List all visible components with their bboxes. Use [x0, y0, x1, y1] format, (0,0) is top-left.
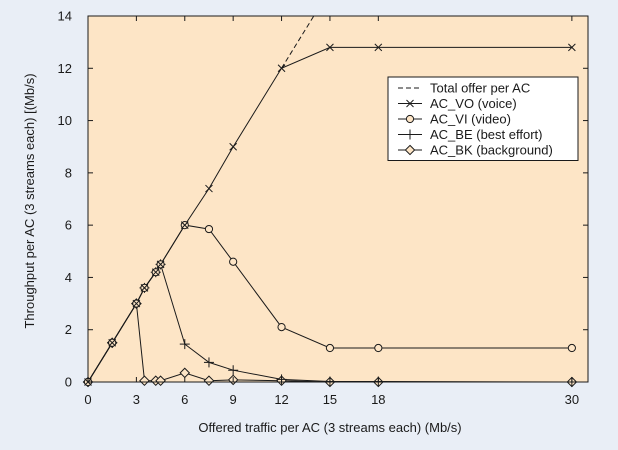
point-s2-8 [229, 257, 238, 266]
point-s2-9 [277, 323, 286, 332]
point-s1-10-b [326, 43, 334, 52]
x-tick-label: 12 [274, 392, 288, 407]
series-line-0 [281, 16, 315, 69]
point-s1-3-b [140, 284, 149, 292]
point-s1-11 [374, 43, 383, 52]
point-s1-6-b [180, 221, 189, 229]
point-s2-11 [374, 343, 383, 353]
point-s1-12 [568, 43, 576, 52]
y-tick-label: 4 [65, 270, 72, 285]
point-s1-6 [180, 221, 189, 229]
point-s1-3 [140, 284, 149, 292]
point-s3-8 [228, 365, 239, 376]
point-s1-9-b [277, 64, 286, 73]
plot-frame [87, 15, 589, 383]
point-s1-12-b [568, 43, 576, 52]
point-s2-8-c [229, 257, 238, 266]
point-s1-7 [205, 184, 213, 193]
y-tick-label: 10 [58, 113, 72, 128]
point-s1-5-b [156, 260, 165, 269]
point-s4-3 [139, 375, 150, 386]
point-s1-8 [229, 142, 238, 151]
point-s1-5 [156, 260, 165, 269]
y-tick-label: 2 [65, 322, 72, 337]
x-tick-label: 0 [84, 392, 91, 407]
x-tick-label: 30 [565, 392, 579, 407]
point-s1-10 [326, 43, 334, 52]
point-s2-12 [567, 343, 576, 353]
series-markers [82, 43, 578, 388]
y-tick-label: 14 [58, 9, 72, 24]
legend-marker-1-b [406, 99, 414, 108]
point-s4-3-d [139, 375, 150, 386]
legend-marker-2-c [405, 114, 415, 124]
y-tick-label: 8 [65, 165, 72, 180]
point-s4-7 [203, 375, 215, 386]
point-s2-10 [325, 343, 335, 353]
point-s1-9 [277, 64, 286, 73]
point-s1-1-b [108, 338, 117, 347]
x-tick-label: 6 [181, 392, 188, 407]
point-s1-1 [108, 338, 117, 347]
x-axis-label: Offered traffic per AC (3 streams each) … [198, 420, 461, 435]
point-s2-12-c [567, 343, 576, 353]
x-tick-label: 9 [230, 392, 237, 407]
legend-label: Total offer per AC [430, 81, 530, 96]
legend-marker-4-d [404, 144, 416, 156]
y-tick-label: 0 [65, 375, 72, 390]
x-tick-label: 18 [371, 392, 385, 407]
y-tick-label: 6 [65, 218, 72, 233]
point-s1-7-b [205, 184, 213, 193]
point-s2-9-c [277, 323, 286, 332]
x-tick-label: 15 [323, 392, 337, 407]
legend-label: AC_VO (voice) [430, 96, 517, 111]
point-s4-5-d [155, 375, 166, 386]
legend-label: AC_BK (background) [430, 143, 553, 158]
plot-area [88, 16, 588, 382]
point-s4-5 [155, 375, 166, 386]
y-tick-label: 12 [58, 61, 72, 76]
point-s2-7-c [204, 224, 214, 234]
point-s2-7 [204, 224, 214, 234]
legend-marker-4 [404, 144, 416, 156]
legend-marker-2 [405, 114, 415, 124]
legend-label: AC_BE (best effort) [430, 127, 542, 142]
x-tick-label: 3 [133, 392, 140, 407]
legend-marker-3 [405, 129, 415, 140]
point-s3-6 [179, 339, 190, 350]
point-s1-4 [151, 268, 160, 277]
point-s4-7-d [203, 375, 215, 386]
point-s1-11-b [374, 43, 383, 52]
point-s2-11-c [374, 343, 383, 353]
point-s3-7 [203, 357, 214, 368]
axis-ticks: 0 3 6 9 12 15 18 30 0 2 4 6 8 10 12 14 [58, 9, 588, 407]
y-axis-label: Throughput per AC (3 streams each) [(Mb/… [22, 73, 37, 328]
point-s1-4-b [151, 268, 160, 277]
point-s2-10-c [325, 343, 335, 353]
legend-marker-1 [406, 99, 414, 108]
point-s1-2-b [132, 299, 141, 308]
point-s1-2 [132, 299, 141, 308]
legend-label: AC_VI (video) [430, 112, 511, 127]
point-s1-8-b [229, 142, 238, 151]
